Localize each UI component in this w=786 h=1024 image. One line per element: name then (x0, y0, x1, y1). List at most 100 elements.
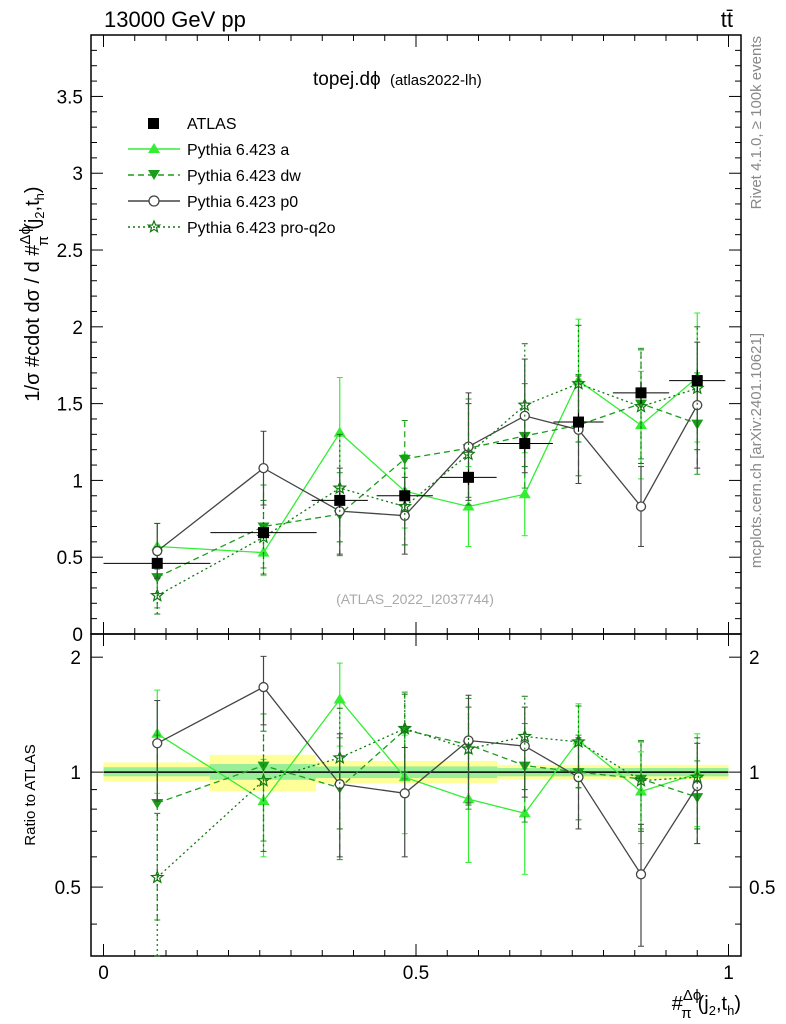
x-tick-label: 1 (723, 963, 734, 984)
point-pro (397, 498, 413, 513)
atlas-point (573, 416, 584, 428)
legend: ATLAS Pythia 6.423 a Pythia 6.423 dw Pyt… (128, 116, 336, 237)
ratio-y-tick-label-left: 0.5 (55, 878, 81, 899)
legend-label-pro: Pythia 6.423 pro-q2o (187, 220, 336, 237)
main-y-label-d: ) (22, 186, 44, 193)
ratio-point-pro (149, 869, 165, 884)
ratio-point-pro (397, 720, 413, 735)
main-y-tick-label: 1 (72, 471, 83, 492)
legend-label-dw: Pythia 6.423 dw (187, 168, 301, 185)
main-y-tick-label: 3 (72, 164, 83, 185)
legend-label-a: Pythia 6.423 a (187, 142, 289, 159)
legend-marker-p0 (148, 195, 160, 207)
main-x-ticks (103, 35, 729, 634)
x-tick-label: 0.5 (403, 963, 429, 984)
ratio-point-dw (257, 761, 270, 772)
watermark: (ATLAS_2022_I2037744) (336, 591, 494, 607)
ratio-point-pro (517, 728, 533, 743)
main-y-tick-label: 2 (72, 318, 83, 339)
point-p0 (635, 501, 647, 512)
series-p0 (152, 341, 703, 580)
x-axis-label: #Δϕ π (j2,th) (672, 987, 741, 1022)
ratio-point-pro (689, 769, 705, 784)
ratio-y-tick-label-left: 1 (70, 763, 81, 784)
legend-item-dw: Pythia 6.423 dw (128, 168, 301, 185)
atlas-point (691, 375, 703, 387)
main-series-layer (103, 312, 726, 615)
legend-label-atlas: ATLAS (187, 116, 237, 133)
main-y-label-num: Δϕ (17, 226, 34, 244)
legend-marker-pro (146, 219, 162, 233)
ratio-series-p0 (152, 655, 703, 947)
atlas-point (151, 557, 163, 569)
x-label-den: π (681, 1005, 691, 1022)
series-line-a (157, 377, 698, 554)
ratio-point-p0 (399, 788, 410, 799)
atlas-point (399, 490, 411, 502)
ratio-point-pro (571, 734, 586, 749)
point-pro (461, 446, 476, 461)
ratio-point-p0 (519, 740, 530, 752)
point-pro (571, 375, 586, 390)
x-label-c: ) (734, 993, 741, 1015)
header-left-label: 13000 GeV pp (104, 7, 246, 32)
ratio-point-p0 (692, 780, 703, 792)
ratio-series-dw (151, 691, 704, 921)
x-tick-label: 0 (98, 963, 109, 984)
x-label-b: ,t (716, 993, 728, 1015)
main-y-label-b: (j (22, 219, 44, 230)
ratio-y-tick-label-left: 2 (70, 648, 81, 669)
x-label-subh: h (727, 1003, 734, 1018)
point-pro (633, 399, 649, 413)
legend-item-pro: Pythia 6.423 pro-q2o (128, 219, 336, 237)
series-pro (149, 324, 705, 615)
main-y-label-subh: h (32, 193, 47, 200)
ratio-y-ticks: 0.5 0.5 1 1 2 2 (55, 648, 775, 925)
main-y-label-a: 1/σ #cdot dσ / d # (22, 244, 44, 402)
point-pro (332, 480, 348, 495)
main-panel: 0 0.5 1 1.5 2 2.5 3 3.5 topej.dϕ (atlas2022-lh)… (57, 34, 742, 646)
main-y-ticks: 0 0.5 1 1.5 2 2.5 3 3.5 (57, 49, 741, 646)
point-pro (517, 397, 533, 412)
legend-item-a: Pythia 6.423 a (128, 142, 289, 159)
ratio-point-a (333, 693, 346, 704)
atlas-point (519, 438, 531, 450)
main-title-main: topej.dϕ (313, 69, 381, 90)
point-a (257, 546, 270, 557)
main-y-tick-label: 3.5 (57, 87, 83, 108)
atlas-point (334, 494, 346, 506)
ratio-y-tick-label-right: 1 (749, 763, 760, 784)
main-y-label-den: π (35, 236, 52, 246)
series-a (151, 312, 704, 577)
series-line-pro (156, 382, 698, 597)
legend-label-p0: Pythia 6.423 p0 (187, 194, 298, 211)
main-y-tick-label: 0 (72, 625, 83, 646)
legend-item-p0: Pythia 6.423 p0 (128, 194, 298, 211)
series-atlas (103, 369, 726, 569)
x-label-pre: # (672, 993, 684, 1015)
point-p0 (463, 441, 474, 452)
x-label-num: Δϕ (683, 987, 701, 1004)
ratio-y-tick-label-right: 0.5 (749, 878, 775, 899)
series-dw (151, 347, 704, 609)
main-y-label-c: ,t (22, 200, 44, 212)
mcplots-label: mcplots.cern.ch [arXiv:2401.10621] (748, 333, 765, 568)
header-right-label: tt̄ (721, 7, 733, 32)
ratio-x-ticks: 0 0.5 1 (98, 634, 734, 984)
ratio-point-p0 (152, 738, 163, 749)
atlas-point (635, 387, 647, 399)
point-dw (635, 399, 647, 410)
main-y-axis-label: 1/σ #cdot dσ / d #Δϕπ (j2,th) (17, 186, 52, 401)
ratio-point-pro (633, 772, 649, 787)
ratio-point-a (518, 807, 531, 818)
point-pro (149, 587, 165, 602)
main-y-tick-label: 1.5 (57, 395, 83, 416)
rivet-version-label: Rivet 4.1.0, ≥ 100k events (748, 36, 765, 209)
point-p0 (152, 545, 163, 557)
ratio-point-pro (332, 750, 348, 765)
atlas-point (258, 527, 269, 539)
legend-marker-dw (148, 170, 160, 180)
x-label-a: (j (698, 993, 709, 1015)
x-label-sub2: 2 (709, 1003, 716, 1018)
